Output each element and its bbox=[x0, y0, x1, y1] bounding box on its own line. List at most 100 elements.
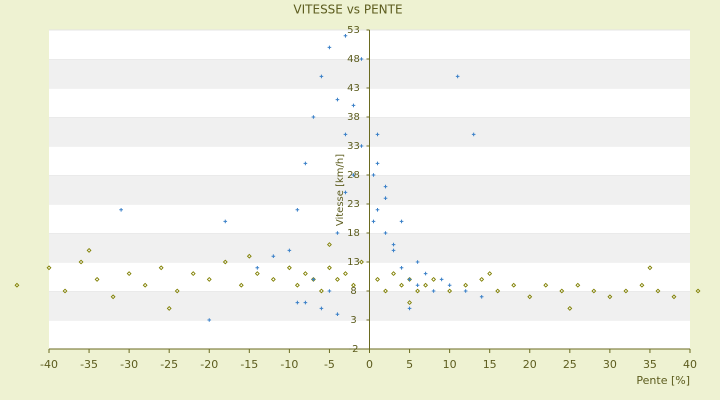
point bbox=[223, 219, 228, 224]
x-tick-label: 10 bbox=[443, 358, 457, 371]
point bbox=[415, 283, 420, 287]
point bbox=[487, 271, 493, 277]
point bbox=[343, 34, 348, 38]
point bbox=[423, 282, 429, 288]
point bbox=[375, 208, 380, 212]
point bbox=[527, 294, 533, 300]
y-tick-label: 28 bbox=[347, 170, 360, 181]
y-tick-label: 53 bbox=[347, 25, 360, 36]
point bbox=[655, 288, 661, 294]
x-tick-label: -30 bbox=[120, 358, 138, 371]
x-tick-label: 30 bbox=[603, 358, 617, 371]
point bbox=[343, 271, 348, 277]
point bbox=[375, 276, 380, 282]
point bbox=[463, 289, 468, 293]
point bbox=[238, 282, 244, 288]
point bbox=[575, 282, 581, 288]
point bbox=[295, 208, 300, 212]
y-tick-label: 48 bbox=[347, 54, 360, 65]
point bbox=[311, 115, 316, 119]
point bbox=[647, 265, 653, 271]
point bbox=[351, 103, 356, 108]
y-tick-label: 33 bbox=[347, 141, 360, 152]
x-tick-label: -40 bbox=[40, 358, 58, 371]
point bbox=[471, 132, 476, 137]
point bbox=[158, 265, 164, 271]
point bbox=[270, 276, 276, 282]
x-tick-label: 40 bbox=[683, 358, 697, 371]
point bbox=[86, 247, 92, 253]
point bbox=[447, 288, 453, 294]
point bbox=[559, 288, 565, 294]
point bbox=[190, 271, 196, 277]
point bbox=[431, 289, 436, 293]
point bbox=[479, 276, 485, 282]
point bbox=[246, 253, 252, 259]
point bbox=[142, 282, 148, 288]
point bbox=[327, 45, 332, 50]
point bbox=[371, 219, 376, 224]
point bbox=[399, 282, 404, 288]
point bbox=[423, 271, 428, 276]
x-tick-label: 0 bbox=[366, 358, 373, 371]
point bbox=[318, 288, 324, 294]
point bbox=[327, 289, 332, 293]
point bbox=[295, 300, 300, 305]
x-axis-label: Pente [%] bbox=[636, 374, 690, 387]
point bbox=[327, 242, 332, 248]
point bbox=[371, 173, 376, 177]
x-tick-label: -20 bbox=[200, 358, 218, 371]
point bbox=[607, 294, 613, 300]
point bbox=[375, 161, 380, 166]
point bbox=[383, 184, 388, 189]
point bbox=[407, 277, 412, 282]
point bbox=[391, 271, 396, 277]
point bbox=[110, 294, 116, 300]
point bbox=[294, 282, 300, 288]
point bbox=[335, 312, 340, 316]
point bbox=[543, 282, 549, 288]
point bbox=[639, 282, 645, 288]
point bbox=[343, 132, 348, 137]
point bbox=[287, 248, 292, 253]
point bbox=[94, 276, 100, 282]
point bbox=[375, 132, 380, 137]
point bbox=[222, 259, 228, 265]
point bbox=[271, 254, 276, 258]
point bbox=[391, 242, 396, 247]
point bbox=[383, 231, 388, 235]
point bbox=[335, 97, 340, 102]
point bbox=[567, 305, 573, 311]
point bbox=[119, 208, 123, 212]
y-tick-label: 13 bbox=[347, 257, 360, 268]
point bbox=[319, 74, 324, 79]
point bbox=[463, 282, 469, 288]
point bbox=[335, 276, 340, 282]
point bbox=[255, 266, 260, 270]
point bbox=[455, 74, 460, 79]
point bbox=[303, 300, 308, 305]
point bbox=[591, 288, 597, 294]
point bbox=[407, 300, 412, 306]
point bbox=[415, 288, 421, 294]
x-tick-label: 35 bbox=[643, 358, 657, 371]
y-tick-label: -2 bbox=[349, 344, 359, 355]
point bbox=[351, 282, 356, 288]
point bbox=[447, 283, 452, 287]
point bbox=[415, 260, 420, 264]
point bbox=[174, 288, 180, 294]
y-axis-label: Vitesse [km/h] bbox=[335, 154, 346, 226]
x-tick-label: -5 bbox=[324, 358, 335, 371]
point bbox=[166, 305, 172, 311]
point bbox=[431, 276, 437, 282]
point bbox=[383, 196, 388, 200]
point bbox=[207, 318, 212, 322]
point bbox=[206, 276, 212, 282]
point bbox=[14, 282, 20, 288]
point bbox=[335, 231, 340, 235]
point bbox=[126, 271, 132, 277]
point bbox=[302, 271, 308, 277]
point bbox=[254, 271, 260, 277]
point bbox=[319, 306, 324, 311]
